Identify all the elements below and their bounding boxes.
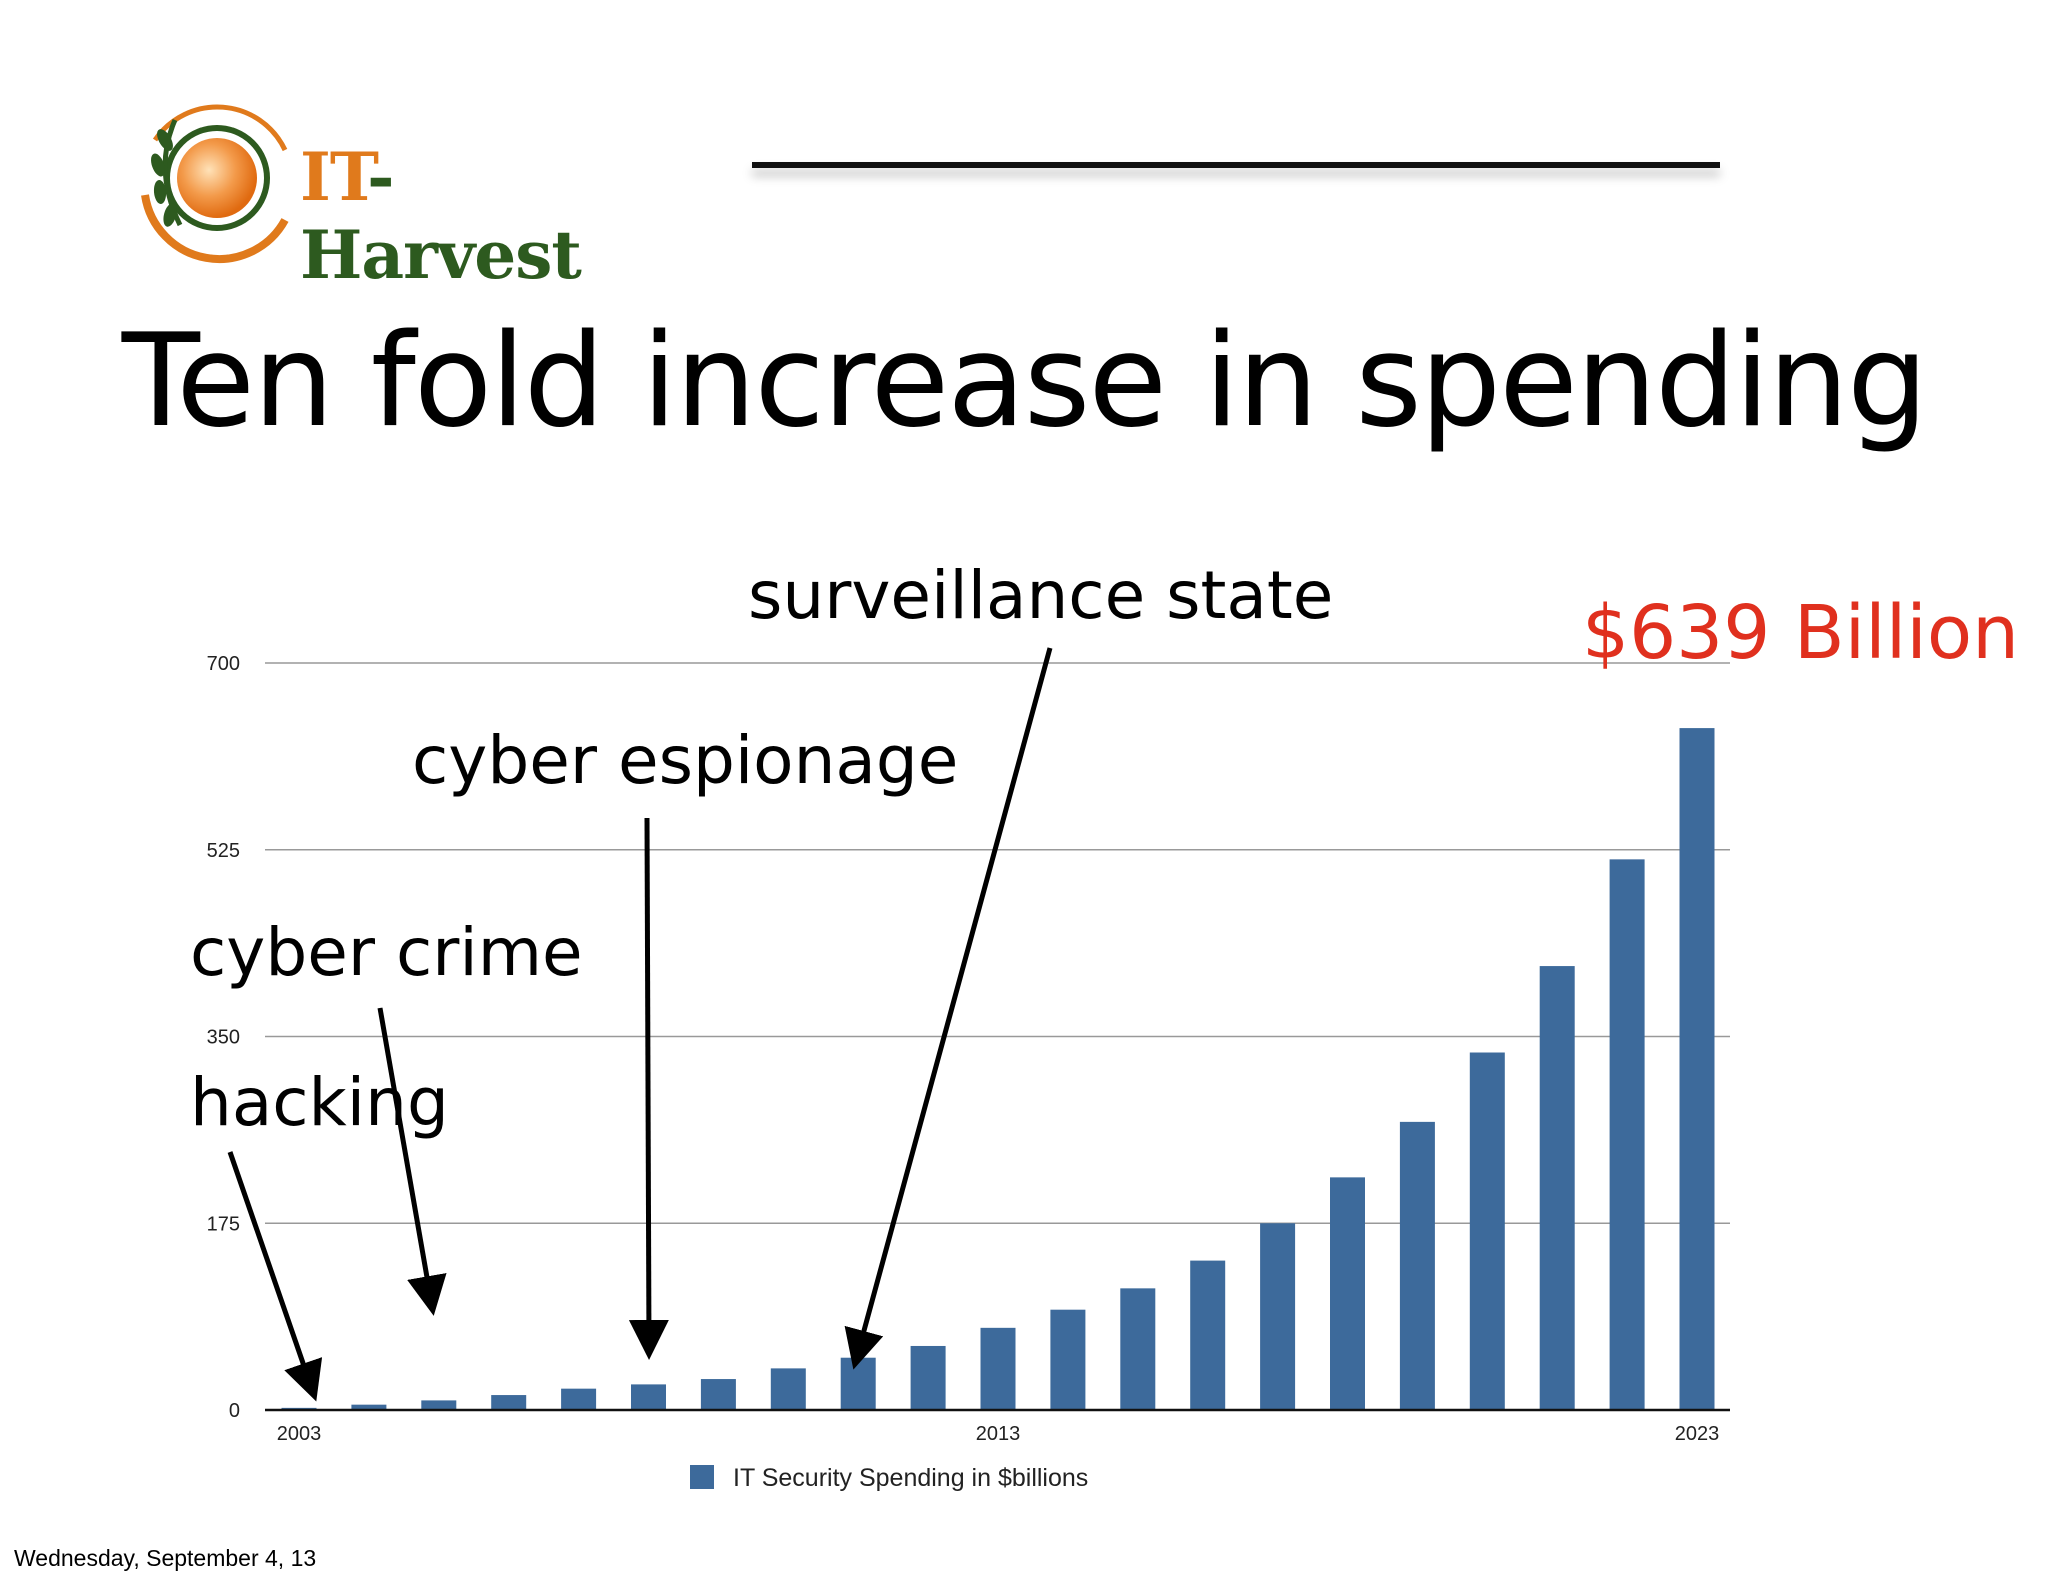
- cyber-crime-arrow: [377, 1007, 447, 1316]
- y-tick-label: 0: [229, 1400, 240, 1422]
- chart-axes: 0 175 350 525 700 2003 2013 2023: [207, 653, 1730, 1445]
- bar-2008: [631, 1384, 666, 1410]
- logo-wordmark: IT-Harvest: [300, 138, 582, 294]
- bar-2023: [1679, 728, 1715, 1410]
- bar-2014: [1050, 1309, 1086, 1410]
- y-tick-label: 525: [207, 840, 240, 862]
- annotation-surveillance-state: surveillance state: [748, 557, 1334, 634]
- hacking-arrow: [227, 1151, 323, 1402]
- bar-2019: [1399, 1121, 1435, 1410]
- it-harvest-logo: IT-Harvest: [125, 100, 625, 294]
- chart-legend: IT Security Spending in $billions: [690, 1464, 1088, 1492]
- bar-2007: [561, 1388, 597, 1410]
- bar-2018: [1330, 1177, 1365, 1410]
- annotation-cyber-crime: cyber crime: [190, 914, 583, 991]
- chart-bars: [281, 728, 1715, 1410]
- bar-2009: [700, 1379, 736, 1410]
- x-tick-label: 2023: [1675, 1423, 1720, 1445]
- bar-2013: [980, 1327, 1016, 1410]
- y-tick-label: 175: [207, 1213, 240, 1235]
- bar-2022: [1609, 859, 1645, 1410]
- annotation-total-spending: $639 Billion: [1582, 590, 2020, 676]
- header-rule: [752, 162, 1720, 168]
- y-tick-label: 350: [207, 1027, 240, 1049]
- annotation-arrows: [227, 647, 1053, 1402]
- x-tick-label: 2003: [277, 1423, 322, 1445]
- surveillance-state-arrow: [844, 647, 1053, 1370]
- legend-label: IT Security Spending in $billions: [733, 1464, 1088, 1492]
- bar-2004: [351, 1404, 387, 1410]
- cyber-espionage-arrow: [628, 817, 669, 1360]
- harvest-logo-emblem-icon: [141, 104, 289, 264]
- bar-2010: [770, 1368, 806, 1410]
- bar-2005: [421, 1400, 457, 1410]
- bar-2015: [1120, 1288, 1156, 1410]
- y-tick-label: 700: [207, 653, 240, 675]
- x-tick-label: 2013: [976, 1423, 1021, 1445]
- bar-2011: [840, 1357, 876, 1410]
- annotation-cyber-espionage: cyber espionage: [412, 722, 959, 799]
- footer-date: Wednesday, September 4, 13: [14, 1545, 317, 1571]
- legend-swatch: [690, 1465, 714, 1489]
- bar-2006: [491, 1395, 527, 1410]
- bar-2021: [1539, 966, 1575, 1410]
- page-title: Ten fold increase in spending: [121, 307, 1928, 456]
- bar-2012: [910, 1345, 946, 1410]
- bar-2020: [1469, 1052, 1505, 1410]
- annotation-hacking: hacking: [190, 1064, 449, 1141]
- bar-2016: [1190, 1260, 1226, 1410]
- bar-2017: [1260, 1223, 1296, 1410]
